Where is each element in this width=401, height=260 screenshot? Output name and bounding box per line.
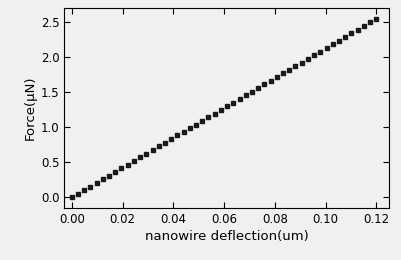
- X-axis label: nanowire deflection(um): nanowire deflection(um): [145, 230, 308, 243]
- Y-axis label: Force(μN): Force(μN): [24, 76, 36, 140]
